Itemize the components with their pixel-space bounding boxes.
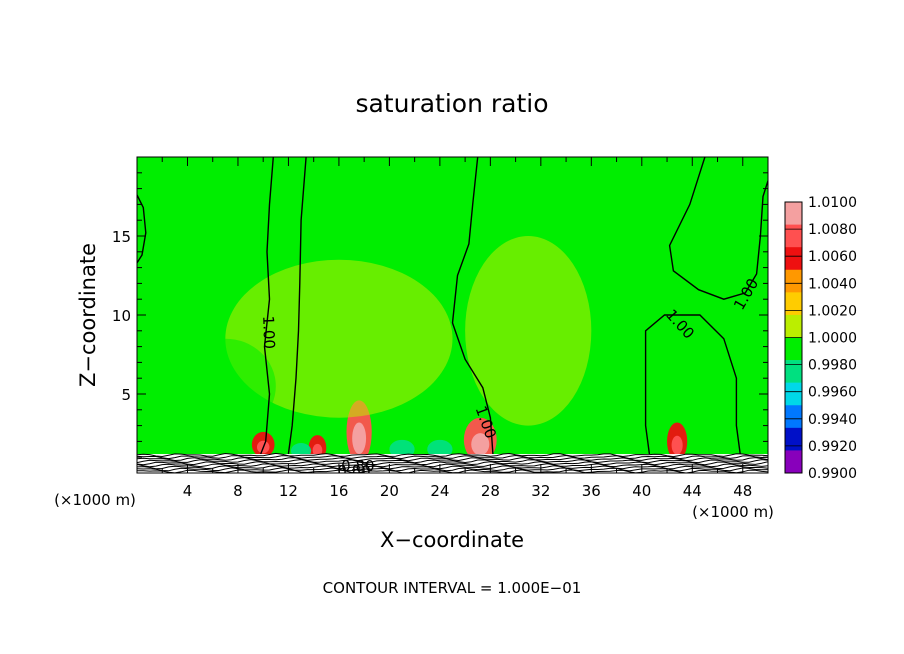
colorbar-swatch <box>785 427 802 451</box>
contour-line <box>451 157 494 455</box>
x-tick-label: 32 <box>531 482 550 500</box>
chart-title: saturation ratio <box>355 89 548 118</box>
contour-label: 1.00 <box>259 315 278 349</box>
colorbar-swatch <box>785 292 802 316</box>
x-axis: 4 8 12 16 20 24 28 32 36 40 44 48 <box>161 157 752 500</box>
x-tick-label: 16 <box>329 482 348 500</box>
contour-line <box>668 157 768 300</box>
colorbar-swatch <box>785 224 802 248</box>
colorbar-label: 1.0060 <box>808 249 857 265</box>
y-axis-label: Z−coordinate <box>76 243 100 387</box>
colorbar-swatch <box>785 314 802 338</box>
field-feature <box>465 235 592 426</box>
y-tick-label: 15 <box>112 228 131 246</box>
x-tick-label: 36 <box>582 482 601 500</box>
x-tick-label: 40 <box>632 482 651 500</box>
terrain-contour <box>137 461 768 466</box>
contour-line <box>287 157 307 455</box>
x-unit-right: (×1000 m) <box>692 503 774 521</box>
x-tick-label: 44 <box>683 482 702 500</box>
x-tick-label: 28 <box>481 482 500 500</box>
x-unit-left: (×1000 m) <box>54 491 136 509</box>
colorbar-label: 0.9900 <box>808 466 857 482</box>
colorbar-swatch <box>785 202 802 225</box>
terrain-contour <box>137 454 768 460</box>
terrain-contour <box>137 459 768 464</box>
contour-line <box>644 314 741 455</box>
terrain-band <box>137 452 768 473</box>
field-feature-core <box>352 422 367 455</box>
colorbar-label: 1.0000 <box>808 331 857 347</box>
field-feature-core <box>312 443 323 457</box>
x-axis-label: X−coordinate <box>380 528 524 552</box>
x-tick-label: 4 <box>183 482 193 500</box>
colorbar-swatch <box>785 337 802 361</box>
colorbar-swatch <box>785 382 802 406</box>
colorbar-swatch <box>785 450 802 474</box>
field-feature <box>174 338 276 434</box>
contour-lines <box>137 157 768 455</box>
field-feature-core <box>671 435 683 455</box>
colorbar-swatch <box>785 360 802 383</box>
field-features <box>174 235 688 464</box>
colorbar-label: 0.9960 <box>808 385 857 401</box>
y-tick-label: 5 <box>121 386 131 404</box>
colorbar-label: 1.0040 <box>808 276 857 292</box>
colorbar-label: 0.9980 <box>808 358 857 374</box>
colorbar: 1.0100 1.0080 1.0060 1.0040 1.0020 1.0000 0.99… <box>784 195 857 482</box>
colorbar-swatch <box>785 247 802 271</box>
terrain-contour <box>137 467 768 472</box>
contour-line <box>137 194 147 264</box>
terrain-contour <box>137 465 768 470</box>
plot-area: 1.001.001.001.000.800.80 <box>137 157 768 480</box>
colorbar-label: 0.9920 <box>808 439 857 455</box>
x-tick-label: 24 <box>430 482 449 500</box>
contour-labels: 1.001.001.001.000.800.80 <box>259 275 762 480</box>
colorbar-swatch <box>785 405 802 429</box>
y-axis: 5 10 15 <box>112 172 768 458</box>
contour-line <box>260 157 274 455</box>
x-tick-label: 12 <box>279 482 298 500</box>
y-tick-label: 10 <box>112 307 131 325</box>
colorbar-label: 1.0020 <box>808 303 857 319</box>
x-tick-label: 48 <box>733 482 752 500</box>
terrain-contour <box>137 463 768 468</box>
colorbar-label: 1.0080 <box>808 222 857 238</box>
colorbar-swatch <box>785 269 802 293</box>
x-tick-label: 20 <box>380 482 399 500</box>
contour-label: 0.80 <box>341 457 374 475</box>
colorbar-label: 1.0100 <box>808 195 857 211</box>
field-feature <box>225 259 453 418</box>
terrain-contour <box>137 452 768 458</box>
field-feature <box>427 439 453 459</box>
field-feature-core <box>471 433 490 456</box>
terrain-contour <box>137 457 768 462</box>
colorbar-label: 0.9940 <box>808 412 857 428</box>
contour-label: 0.80 <box>337 462 370 480</box>
x-tick-label: 8 <box>233 482 243 500</box>
contour-interval-note: CONTOUR INTERVAL = 1.000E−01 <box>323 579 582 597</box>
